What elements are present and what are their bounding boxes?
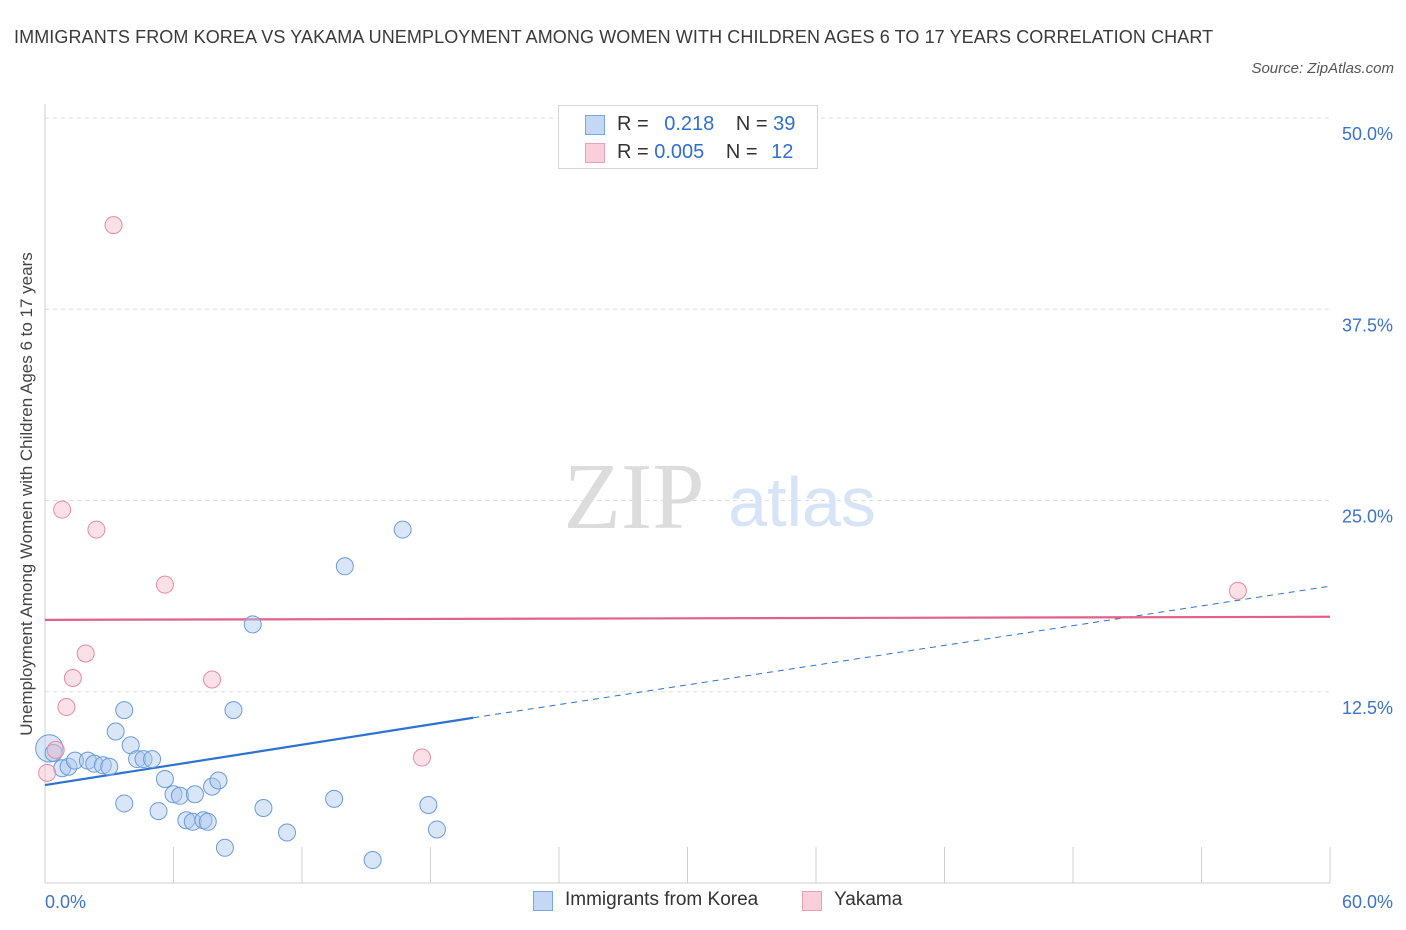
x-tick-label: 0.0%: [45, 892, 86, 912]
data-point-korea: [209, 771, 228, 790]
watermark: ZIP atlas: [564, 445, 876, 549]
data-point-korea: [143, 750, 162, 769]
trend-line-korea-extension: [473, 585, 1331, 719]
data-point-yakama: [1228, 581, 1247, 600]
data-point-korea: [164, 785, 183, 804]
data-point-korea: [115, 701, 134, 720]
data-point-yakama: [53, 500, 72, 519]
legend-n-value: 12: [771, 141, 794, 163]
data-point-korea: [335, 557, 354, 576]
trend-line-korea: [44, 716, 474, 787]
data-point-yakama: [412, 748, 431, 767]
data-point-korea: [115, 794, 134, 813]
trend-layer: [44, 585, 1331, 787]
data-point-yakama: [76, 644, 95, 663]
chart-title: IMMIGRANTS FROM KOREA VS YAKAMA UNEMPLOY…: [14, 27, 1214, 47]
data-point-korea: [106, 722, 125, 741]
point-layer: [35, 216, 1247, 870]
legend-swatch-yakama: [585, 143, 605, 163]
y-tick-label: 25.0%: [1342, 507, 1393, 527]
data-point-yakama: [46, 740, 65, 759]
watermark-atlas: atlas: [728, 463, 876, 541]
trend-line-yakama: [44, 615, 1331, 621]
data-point-yakama: [87, 520, 106, 539]
data-point-yakama: [57, 698, 76, 717]
legend-swatch-korea: [585, 115, 605, 135]
grid-layer: [45, 117, 1330, 693]
data-point-korea: [419, 795, 438, 814]
data-point-korea: [363, 851, 382, 870]
legend-r-label: R =: [617, 141, 649, 163]
data-point-korea: [149, 802, 168, 821]
legend-n-label: N =: [735, 113, 768, 135]
data-point-korea: [198, 812, 217, 831]
data-point-korea: [393, 520, 412, 539]
legend-n-label: N =: [725, 141, 758, 163]
bottom-legend-label-korea: Immigrants from Korea: [565, 889, 759, 910]
data-point-yakama: [104, 216, 123, 235]
data-point-korea: [93, 756, 112, 775]
data-point-korea: [215, 838, 234, 857]
bottom-legend-swatch-yakama: [802, 891, 822, 911]
data-point-korea: [243, 615, 262, 634]
source-credit: Source: ZipAtlas.com: [1251, 60, 1394, 77]
legend-r-value: 0.005: [654, 141, 705, 163]
x-tick-label: 60.0%: [1342, 892, 1393, 912]
data-point-korea: [325, 789, 344, 808]
y-tick-label: 37.5%: [1342, 315, 1393, 335]
legend-r-value: 0.218: [664, 113, 715, 135]
data-point-korea: [185, 785, 204, 804]
data-point-korea: [254, 799, 273, 818]
watermark-zip: ZIP: [564, 445, 705, 549]
data-point-yakama: [38, 763, 57, 782]
bottom-legend-swatch-korea: [533, 891, 553, 911]
data-point-korea: [65, 751, 84, 770]
legend-n-value: 39: [773, 113, 796, 135]
legend-r-label: R =: [617, 113, 649, 135]
data-point-yakama: [155, 575, 174, 594]
data-point-yakama: [63, 668, 82, 687]
bottom-legend-label-yakama: Yakama: [834, 889, 903, 910]
data-point-yakama: [203, 670, 222, 689]
data-point-korea: [100, 757, 119, 776]
data-point-korea: [427, 820, 446, 839]
y-tick-label: 12.5%: [1342, 698, 1393, 718]
data-point-korea: [278, 823, 297, 842]
data-point-korea: [44, 743, 63, 762]
data-point-korea: [170, 786, 189, 805]
data-point-korea: [224, 701, 243, 720]
correlation-legend: R = 0.218 N = 39 R = 0.005 N = 12: [558, 105, 818, 169]
tick-label-layer: 12.5% 25.0% 37.5% 50.0% 0.0% 60.0%: [45, 124, 1393, 912]
y-tick-label: 50.0%: [1342, 124, 1393, 144]
data-point-korea: [155, 769, 174, 788]
data-point-korea: [128, 750, 147, 769]
